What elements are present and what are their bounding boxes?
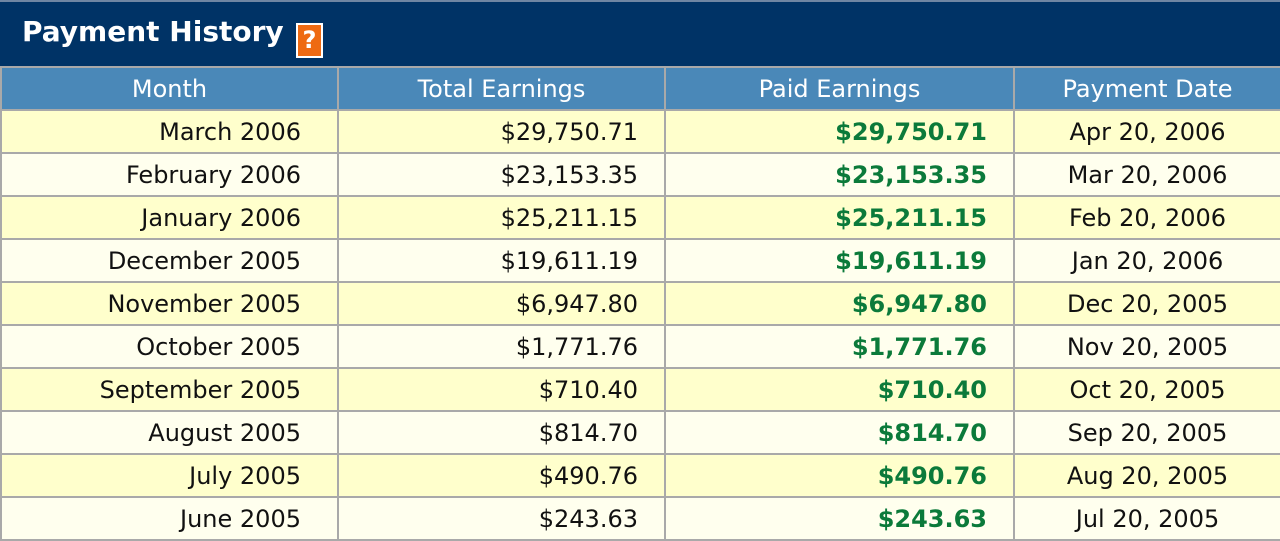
paid-earnings-cell: $490.76 (664, 453, 1015, 498)
total-earnings-cell: $1,771.76 (337, 324, 666, 369)
payment-date-cell: Nov 20, 2005 (1013, 324, 1280, 369)
month-cell: August 2005 (0, 410, 339, 455)
month-cell: July 2005 (0, 453, 339, 498)
table-row: October 2005 $1,771.76 $1,771.76 Nov 20,… (0, 324, 1280, 369)
table-row: December 2005 $19,611.19 $19,611.19 Jan … (0, 238, 1280, 283)
month-cell: January 2006 (0, 195, 339, 240)
payment-history-table: Month Total Earnings Paid Earnings Payme… (0, 66, 1280, 541)
payment-date-cell: Sep 20, 2005 (1013, 410, 1280, 455)
paid-earnings-cell: $814.70 (664, 410, 1015, 455)
header-month: Month (0, 66, 339, 111)
month-cell: November 2005 (0, 281, 339, 326)
total-earnings-cell: $710.40 (337, 367, 666, 412)
table-row: February 2006 $23,153.35 $23,153.35 Mar … (0, 152, 1280, 197)
payment-date-cell: Apr 20, 2006 (1013, 109, 1280, 154)
total-earnings-cell: $23,153.35 (337, 152, 666, 197)
header-payment-date: Payment Date (1013, 66, 1280, 111)
table-row: November 2005 $6,947.80 $6,947.80 Dec 20… (0, 281, 1280, 326)
header-row: Month Total Earnings Paid Earnings Payme… (0, 66, 1280, 111)
paid-earnings-cell: $243.63 (664, 496, 1015, 541)
total-earnings-cell: $6,947.80 (337, 281, 666, 326)
table-row: July 2005 $490.76 $490.76 Aug 20, 2005 (0, 453, 1280, 498)
header-total-earnings: Total Earnings (337, 66, 666, 111)
help-icon[interactable]: ? (296, 23, 323, 58)
month-cell: October 2005 (0, 324, 339, 369)
table-row: January 2006 $25,211.15 $25,211.15 Feb 2… (0, 195, 1280, 240)
total-earnings-cell: $490.76 (337, 453, 666, 498)
month-cell: June 2005 (0, 496, 339, 541)
payment-date-cell: Jul 20, 2005 (1013, 496, 1280, 541)
table-row: June 2005 $243.63 $243.63 Jul 20, 2005 (0, 496, 1280, 541)
paid-earnings-cell: $6,947.80 (664, 281, 1015, 326)
payment-date-cell: Oct 20, 2005 (1013, 367, 1280, 412)
paid-earnings-cell: $25,211.15 (664, 195, 1015, 240)
table-row: September 2005 $710.40 $710.40 Oct 20, 2… (0, 367, 1280, 412)
title-bar: Payment History ? (0, 0, 1280, 66)
month-cell: March 2006 (0, 109, 339, 154)
total-earnings-cell: $29,750.71 (337, 109, 666, 154)
total-earnings-cell: $814.70 (337, 410, 666, 455)
table-row: March 2006 $29,750.71 $29,750.71 Apr 20,… (0, 109, 1280, 154)
payment-date-cell: Feb 20, 2006 (1013, 195, 1280, 240)
payment-date-cell: Aug 20, 2005 (1013, 453, 1280, 498)
paid-earnings-cell: $710.40 (664, 367, 1015, 412)
header-paid-earnings: Paid Earnings (664, 66, 1015, 111)
payment-date-cell: Jan 20, 2006 (1013, 238, 1280, 283)
month-cell: September 2005 (0, 367, 339, 412)
table-row: August 2005 $814.70 $814.70 Sep 20, 2005 (0, 410, 1280, 455)
total-earnings-cell: $243.63 (337, 496, 666, 541)
month-cell: December 2005 (0, 238, 339, 283)
paid-earnings-cell: $23,153.35 (664, 152, 1015, 197)
paid-earnings-cell: $1,771.76 (664, 324, 1015, 369)
total-earnings-cell: $25,211.15 (337, 195, 666, 240)
payment-date-cell: Mar 20, 2006 (1013, 152, 1280, 197)
panel-title: Payment History (22, 15, 284, 48)
total-earnings-cell: $19,611.19 (337, 238, 666, 283)
payment-date-cell: Dec 20, 2005 (1013, 281, 1280, 326)
paid-earnings-cell: $29,750.71 (664, 109, 1015, 154)
paid-earnings-cell: $19,611.19 (664, 238, 1015, 283)
month-cell: February 2006 (0, 152, 339, 197)
